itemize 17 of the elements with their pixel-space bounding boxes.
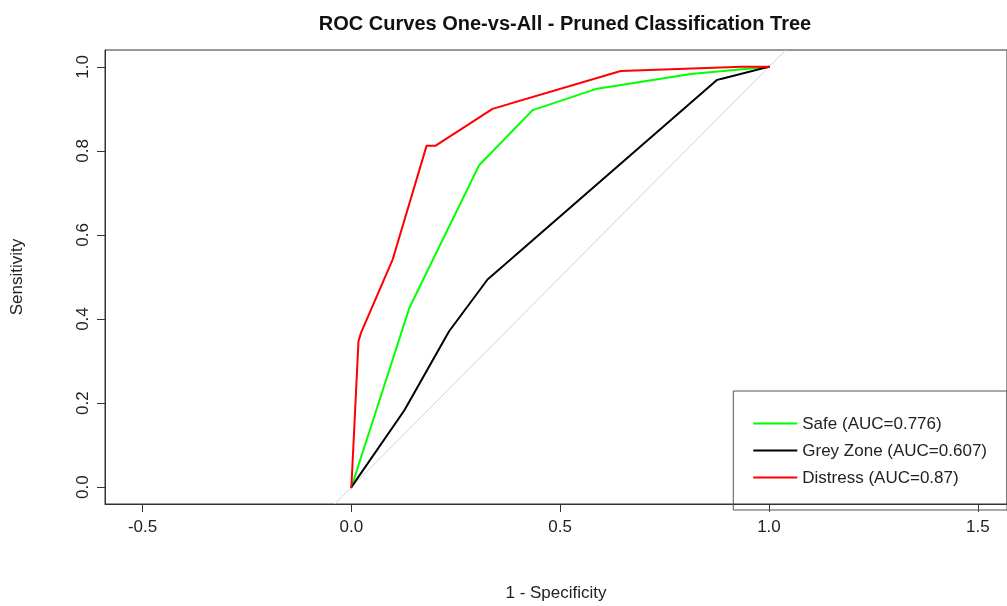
y-tick-label: 0.4: [73, 307, 92, 331]
y-tick-label: 0.6: [73, 223, 92, 247]
y-tick-label: 1.0: [73, 54, 92, 79]
chart-title: ROC Curves One-vs-All - Pruned Classification Tree: [318, 12, 812, 34]
x-tick-label: 1.5: [965, 517, 990, 536]
legend-label: Distress (AUC=0.87): [802, 468, 959, 487]
x-tick-label: 1.0: [757, 517, 781, 536]
x-tick-label: 0.5: [548, 517, 572, 536]
x-tick-label: 0.0: [339, 517, 364, 536]
legend-label: Grey Zone (AUC=0.607): [802, 441, 987, 460]
x-tick-label: -0.5: [127, 517, 158, 536]
y-tick-label: 0.0: [73, 475, 92, 500]
legend-label: Safe (AUC=0.776): [802, 414, 942, 433]
x-axis-title: 1 - Specificity: [505, 583, 608, 602]
y-tick-label: 0.2: [73, 391, 92, 415]
y-tick-label: 0.8: [73, 139, 92, 163]
y-axis-title: Sensitivity: [7, 238, 26, 316]
